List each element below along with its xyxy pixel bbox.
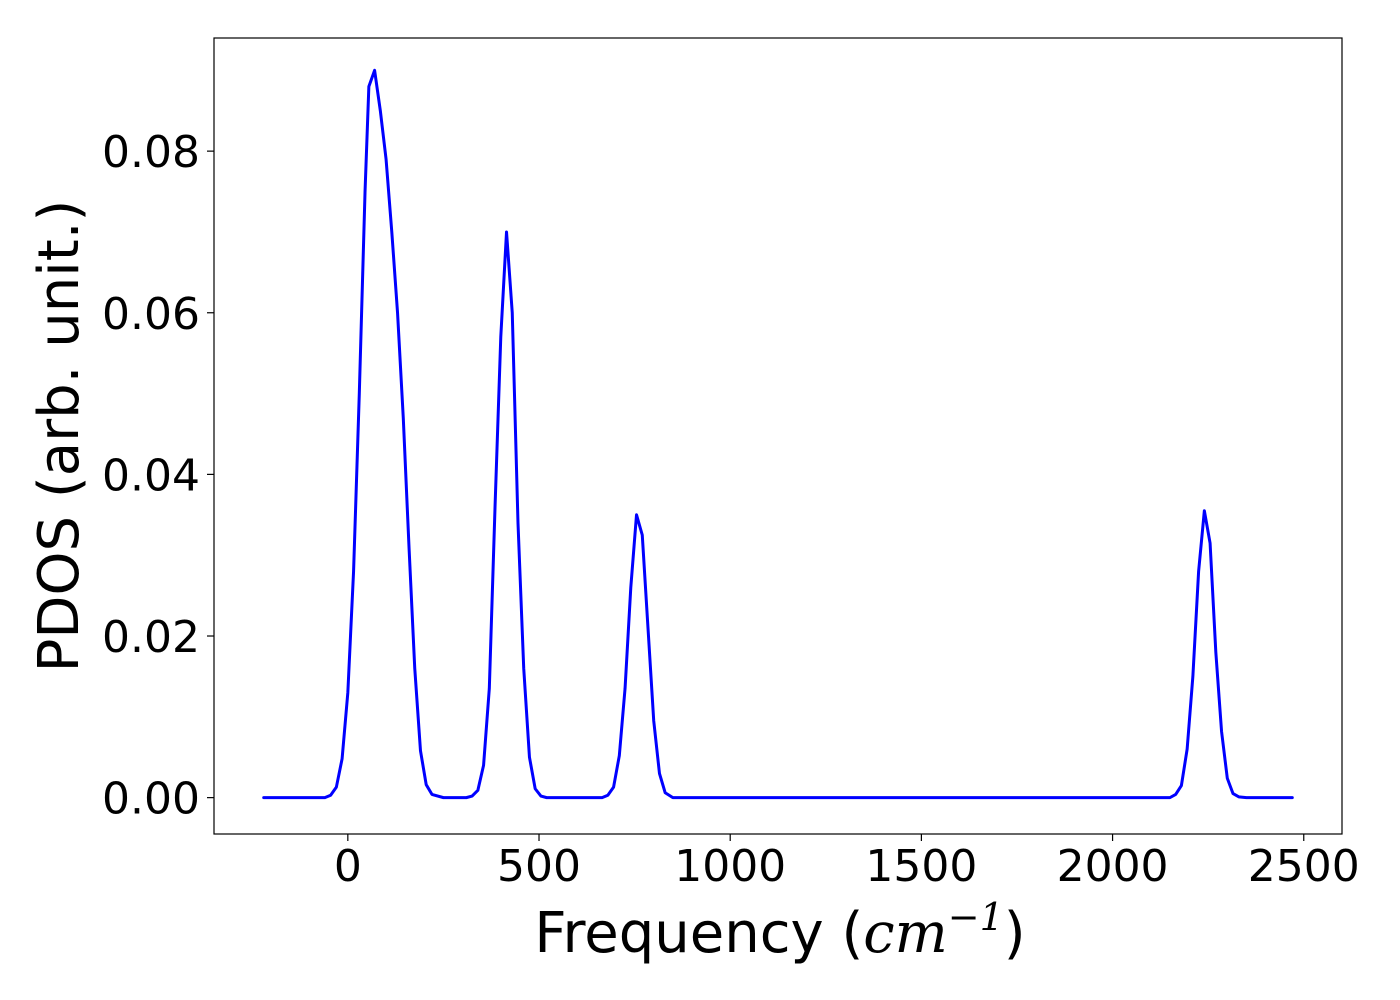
- y-tick-label: 0.04: [102, 450, 200, 501]
- pdos-series-line: [262, 68, 1294, 800]
- y-tick-label: 0.02: [102, 612, 200, 663]
- y-tick-label: 0.06: [102, 289, 200, 340]
- y-axis-ticks: 0.00 0.02 0.04 0.06 0.08: [102, 127, 214, 825]
- x-tick-label: 1500: [865, 841, 977, 892]
- x-axis-ticks: 0 500 1000 1500 2000 2500: [334, 834, 1360, 892]
- y-tick-label: 0.00: [102, 774, 200, 825]
- x-tick-label: 1000: [674, 841, 786, 892]
- y-axis-label: PDOS (arb. unit.): [27, 200, 92, 673]
- y-tick-label: 0.08: [102, 127, 200, 178]
- x-tick-label: 2500: [1248, 841, 1360, 892]
- x-tick-label: 0: [334, 841, 362, 892]
- x-tick-label: 2000: [1057, 841, 1169, 892]
- x-axis-label: Frequency (cm−1): [534, 895, 1025, 966]
- plot-area-frame: [213, 37, 1343, 835]
- x-tick-label: 500: [497, 841, 581, 892]
